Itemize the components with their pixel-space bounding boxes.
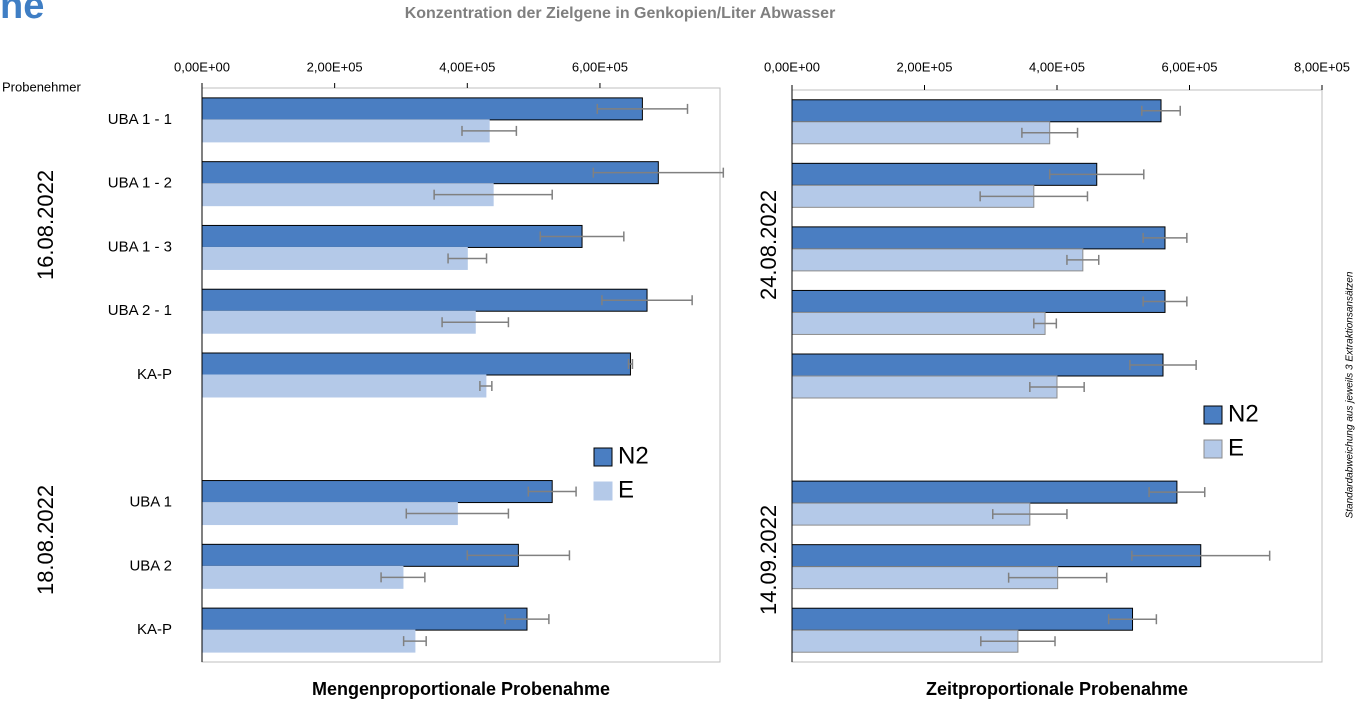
legend-swatch (1203, 405, 1223, 425)
error-bar (461, 125, 518, 136)
category-label: KA-P (137, 366, 172, 383)
header-fragment: ne (0, 0, 44, 27)
error-bar (1148, 487, 1206, 498)
bar (201, 246, 468, 270)
x-tick-label: 6,00E+05 (572, 59, 628, 74)
x-tick-label: 6,00E+05 (1161, 59, 1217, 74)
bar (201, 119, 490, 143)
legend-swatch (593, 481, 613, 501)
error-bar (1141, 105, 1181, 116)
x-tick-label: 8,00E+05 (1294, 59, 1350, 74)
bar (791, 480, 1178, 504)
bar (201, 374, 487, 398)
category-label: UBA 2 (129, 557, 172, 574)
note: Standardabweichung aus jeweils 3 Extrakt… (1345, 271, 1356, 518)
error-bar (627, 359, 634, 369)
x-tick-label: 2,00E+05 (896, 59, 952, 74)
error-bar (991, 509, 1068, 520)
bar (791, 311, 1046, 335)
bar (791, 353, 1164, 377)
category-label: UBA 1 - 2 (108, 175, 172, 192)
error-bar (441, 317, 510, 328)
error-bar (1048, 169, 1145, 180)
legend-label: E (1228, 434, 1244, 461)
bar (791, 248, 1084, 272)
category-label: UBA 2 - 1 (108, 302, 172, 319)
error-bar (504, 614, 550, 625)
x-tick-label: 4,00E+05 (1029, 59, 1085, 74)
error-bar (405, 508, 510, 519)
error-bar (447, 253, 488, 264)
bar (791, 226, 1166, 250)
error-bar (479, 381, 493, 391)
bar (201, 224, 583, 248)
bar (201, 288, 648, 312)
legend-swatch (1203, 439, 1223, 459)
bar (201, 480, 553, 504)
legend-label: E (618, 476, 634, 503)
title: Konzentration der Zielgene in Genkopien/… (405, 5, 836, 22)
x-tick-label: 0,00E+00 (174, 59, 230, 74)
bar (201, 310, 476, 334)
x-tick-label: 2,00E+05 (307, 59, 363, 74)
bar (201, 565, 404, 589)
error-bar (1142, 232, 1188, 243)
error-bar (402, 636, 427, 647)
error-bar (380, 572, 426, 583)
bar (201, 607, 528, 631)
bar (791, 121, 1051, 145)
bar (201, 97, 643, 121)
error-bar (1107, 614, 1158, 625)
x-axis-label: Mengenproportionale Probenahme (312, 679, 610, 699)
error-bar (1021, 127, 1079, 138)
legend-swatch (593, 447, 613, 467)
legend-label: N2 (618, 442, 649, 469)
bar (791, 289, 1166, 313)
error-bar (1142, 296, 1188, 307)
bar (791, 375, 1058, 399)
error-bar (466, 550, 571, 561)
error-bar (1007, 572, 1108, 583)
x-tick-label: 4,00E+05 (439, 59, 495, 74)
error-bar (1033, 318, 1058, 329)
category-label: UBA 1 - 3 (108, 238, 172, 255)
error-bar (601, 295, 693, 306)
error-bar (1066, 254, 1100, 265)
bar (791, 607, 1134, 631)
group-label: 18.08.2022 (33, 485, 58, 595)
bar (201, 161, 659, 185)
error-bar (527, 486, 577, 497)
axis-title: Probenehmer (2, 79, 81, 94)
error-bar (979, 191, 1089, 202)
category-label: UBA 1 - 1 (108, 111, 172, 128)
error-bar (1129, 360, 1197, 370)
error-bar (1029, 382, 1085, 392)
bar (201, 629, 416, 653)
group-label: 14.09.2022 (756, 505, 781, 615)
error-bar (980, 636, 1056, 647)
error-bar (596, 103, 689, 114)
x-tick-label: 0,00E+00 (764, 59, 820, 74)
error-bar (539, 231, 625, 242)
group-label: 16.08.2022 (33, 170, 58, 280)
error-bar (433, 189, 553, 200)
error-bar (592, 167, 725, 178)
error-bar (1131, 550, 1271, 561)
category-label: UBA 1 (129, 494, 172, 511)
group-label: 24.08.2022 (756, 190, 781, 300)
bar (791, 99, 1162, 123)
category-label: KA-P (137, 621, 172, 638)
bar (201, 352, 631, 376)
legend-label: N2 (1228, 400, 1259, 427)
x-axis-label: Zeitproportionale Probenahme (926, 679, 1188, 699)
